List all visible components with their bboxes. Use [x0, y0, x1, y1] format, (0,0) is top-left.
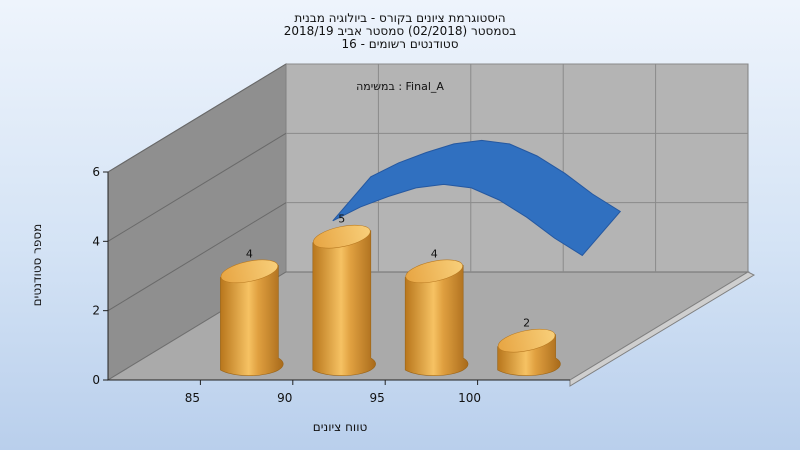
y-tick-label: 2	[92, 304, 100, 318]
bar-top	[497, 328, 556, 353]
x-tick-label: 85	[185, 391, 200, 405]
y-tick-label: 6	[92, 165, 100, 179]
bar-value-label: 2	[523, 317, 530, 330]
gridline-left	[107, 132, 287, 242]
chart-title-line2: בסמסטר (02/2018) סמסטר אביב 2018/19	[283, 24, 517, 38]
chart-title-line3: סטודנטים רשומים - 16	[341, 37, 459, 51]
x-axis-label: טווח ציונים	[312, 420, 368, 434]
y-tick-label: 0	[92, 373, 100, 387]
chart-title-line1: היסטוגרמת ציונים בקורס - ביולוגיה מבנית	[294, 11, 506, 25]
gridline-left	[107, 202, 287, 312]
bar-value-label: 4	[246, 247, 253, 260]
x-tick-label: 100	[458, 391, 481, 405]
bar-value-label: 5	[338, 213, 345, 226]
bar-top	[405, 259, 463, 284]
floor-edge	[569, 271, 756, 387]
x-tick-label: 95	[370, 391, 385, 405]
bar-top	[313, 224, 371, 249]
bar	[404, 264, 469, 376]
chart-subtitle: במשימה : Final_A	[356, 80, 444, 93]
bar-value-label: 4	[431, 247, 438, 260]
distribution-curve	[332, 139, 622, 257]
y-tick-label: 4	[92, 234, 100, 248]
bar	[312, 230, 376, 376]
x-tick-label: 90	[277, 391, 292, 405]
bar	[220, 264, 284, 376]
gridline-left	[107, 63, 287, 173]
bar-top	[220, 259, 279, 284]
y-axis-label: מספר סטודנטים	[30, 223, 44, 307]
